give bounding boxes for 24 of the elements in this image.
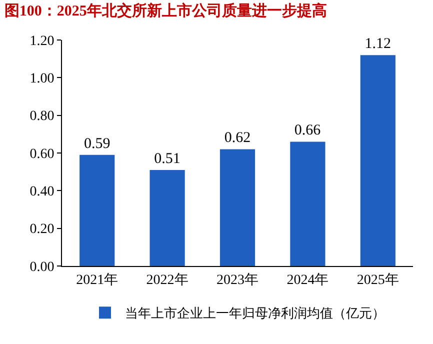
bar bbox=[220, 149, 256, 266]
y-tick-label: 1.00 bbox=[30, 72, 54, 87]
data-label: 0.62 bbox=[224, 130, 251, 146]
y-tick-label: 0.00 bbox=[30, 260, 54, 275]
data-label: 1.12 bbox=[364, 36, 392, 52]
data-label: 0.66 bbox=[294, 122, 322, 139]
legend-label: 当年上市企业上一年归母净利润均值（亿元） bbox=[125, 306, 385, 321]
y-tick-label: 0.20 bbox=[30, 222, 54, 238]
y-tick-label: 0.40 bbox=[30, 184, 54, 200]
y-tick-label: 0.60 bbox=[30, 146, 54, 162]
y-tick-label: 1.20 bbox=[30, 34, 54, 49]
bar bbox=[80, 154, 115, 266]
x-tick-label: 2024年 bbox=[286, 272, 329, 288]
x-tick-label: 2025年 bbox=[356, 272, 399, 288]
chart-title: 图100：2025年北交所新上市公司质量进一步提高 bbox=[4, 2, 327, 20]
x-tick-label: 2022年 bbox=[146, 272, 188, 288]
y-tick-label: 0.80 bbox=[30, 109, 54, 124]
x-tick-label: 2021年 bbox=[76, 272, 118, 288]
bar bbox=[360, 55, 396, 266]
bar bbox=[290, 142, 326, 266]
data-label: 0.59 bbox=[84, 136, 110, 152]
bar bbox=[150, 170, 185, 266]
data-label: 0.51 bbox=[154, 150, 180, 167]
x-tick-label: 2023年 bbox=[216, 272, 258, 288]
